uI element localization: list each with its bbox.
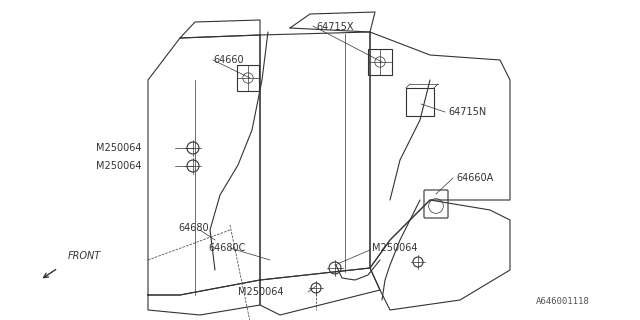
- Text: M250064: M250064: [96, 143, 141, 153]
- Text: A646001118: A646001118: [536, 297, 589, 306]
- Text: 64680C: 64680C: [208, 243, 245, 253]
- Bar: [406, 88, 434, 116]
- Text: 64660: 64660: [213, 55, 244, 65]
- Text: 64715X: 64715X: [316, 22, 353, 32]
- Text: M250064: M250064: [238, 287, 284, 297]
- Text: 64660A: 64660A: [456, 173, 493, 183]
- Text: M250064: M250064: [96, 161, 141, 171]
- Text: 64715N: 64715N: [448, 107, 486, 117]
- Text: M250064: M250064: [372, 243, 417, 253]
- Text: FRONT: FRONT: [68, 251, 101, 261]
- Text: 64680: 64680: [178, 223, 209, 233]
